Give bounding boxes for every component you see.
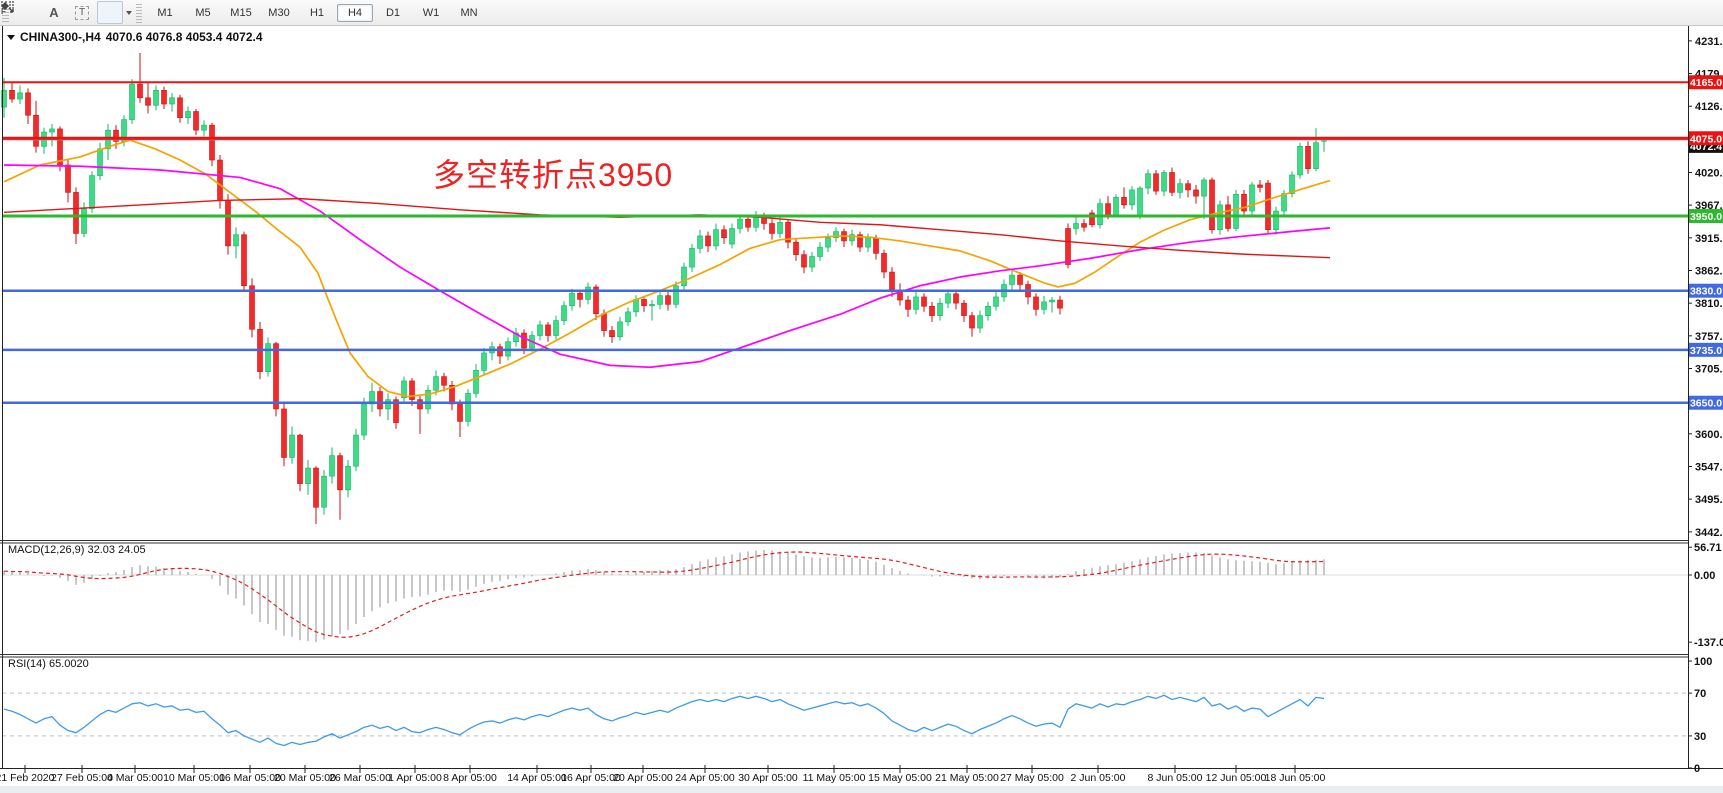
svg-text:3862.5: 3862.5 (1695, 265, 1723, 277)
svg-text:4231.5: 4231.5 (1695, 36, 1723, 48)
svg-text:4 Mar 05:00: 4 Mar 05:00 (107, 772, 163, 784)
svg-text:16 Apr 05:00: 16 Apr 05:00 (561, 772, 621, 784)
chart-title: CHINA300-,H4 4070.6 4076.8 4053.4 4072.4 (7, 30, 263, 44)
candles-layer (1, 53, 1327, 525)
svg-text:3442.5: 3442.5 (1695, 527, 1723, 539)
svg-text:1 Apr 05:00: 1 Apr 05:00 (388, 772, 442, 784)
svg-text:14 Apr 05:00: 14 Apr 05:00 (507, 772, 567, 784)
svg-text:56.71: 56.71 (1694, 542, 1722, 554)
level-tag-3830: 3830.0 (1689, 283, 1723, 298)
symbol-dropdown-icon[interactable] (7, 34, 15, 40)
svg-text:27 Feb 05:00: 27 Feb 05:00 (51, 772, 113, 784)
svg-text:4126.5: 4126.5 (1695, 101, 1723, 113)
arrow-tool-dropdown-icon[interactable] (126, 10, 132, 15)
level-tag-3650: 3650.0 (1689, 395, 1723, 410)
level-tag-3950: 3950.0 (1689, 209, 1723, 224)
svg-text:4165.0: 4165.0 (1690, 77, 1722, 89)
svg-text:10 Mar 05:00: 10 Mar 05:00 (163, 772, 225, 784)
svg-text:21 Feb 2020: 21 Feb 2020 (0, 772, 55, 784)
ma-fast-orange-line (3, 139, 1331, 398)
svg-text:3757.5: 3757.5 (1695, 331, 1723, 343)
macd-indicator-label: MACD(12,26,9) 32.03 24.05 (8, 544, 146, 556)
svg-text:3495.0: 3495.0 (1695, 494, 1723, 506)
svg-text:27 May 05:00: 27 May 05:00 (1000, 772, 1064, 784)
svg-text:3705.0: 3705.0 (1695, 363, 1723, 375)
svg-text:100: 100 (1694, 656, 1712, 668)
svg-text:21 May 05:00: 21 May 05:00 (935, 772, 999, 784)
svg-text:2 Jun 05:00: 2 Jun 05:00 (1071, 772, 1126, 784)
indicators-grid-icon[interactable]: F (1, 1, 39, 24)
rsi-indicator-label: RSI(14) 65.0020 (8, 658, 89, 670)
svg-text:0.00: 0.00 (1694, 570, 1715, 582)
svg-text:20 Apr 05:00: 20 Apr 05:00 (613, 772, 673, 784)
svg-text:15 May 05:00: 15 May 05:00 (868, 772, 932, 784)
svg-text:18 Jun 05:00: 18 Jun 05:00 (1265, 772, 1326, 784)
timeframe-button-M15[interactable]: M15 (230, 6, 252, 19)
timeframe-button-W1[interactable]: W1 (422, 6, 440, 19)
ma-slow-red-line (3, 197, 1331, 259)
ohlc-readout: 4070.6 4076.8 4053.4 4072.4 (105, 30, 263, 44)
price-axis-tags: 4165.04072.44075.03950.03830.03735.03650… (1689, 75, 1723, 410)
svg-text:30: 30 (1694, 731, 1706, 743)
arrow-objects-glyph (1, 2, 14, 13)
font-tool-glyph: A (49, 5, 59, 20)
svg-text:3830.0: 3830.0 (1690, 286, 1722, 298)
svg-text:20 Mar 05:00: 20 Mar 05:00 (274, 772, 336, 784)
svg-text:0: 0 (1694, 763, 1700, 775)
svg-text:8 Jun 05:00: 8 Jun 05:00 (1148, 772, 1203, 784)
panel-gridlines (2, 574, 1688, 737)
timeframe-button-H4[interactable]: H4 (337, 3, 373, 22)
chart-annotation-text: 多空转折点3950 (433, 157, 674, 193)
macd-signal-line (3, 551, 1325, 638)
timeframe-button-M1[interactable]: M1 (157, 6, 173, 19)
svg-text:11 May 05:00: 11 May 05:00 (803, 772, 866, 784)
svg-text:16 Mar 05:00: 16 Mar 05:00 (219, 772, 281, 784)
rsi-line (3, 694, 1325, 747)
timeframe-button-M5[interactable]: M5 (195, 6, 211, 19)
toolbar-separator (136, 2, 142, 23)
timeframe-button-MN[interactable]: MN (460, 6, 478, 19)
svg-text:3547.5: 3547.5 (1695, 462, 1723, 474)
svg-text:4020.0: 4020.0 (1695, 167, 1723, 179)
svg-text:3950.0: 3950.0 (1690, 211, 1722, 223)
timeframe-button-H1[interactable]: H1 (309, 6, 325, 19)
level-tag-4075: 4075.0 (1689, 131, 1723, 146)
toolbar: F A T M1 M5 M15 M30 H1 H4 D1 W1 MN (0, 0, 1723, 26)
arrow-objects-icon[interactable] (1, 1, 123, 24)
chart-plot-area[interactable] (0, 25, 1723, 768)
text-label-tool-icon[interactable]: T (69, 1, 95, 24)
svg-text:F: F (1, 7, 6, 15)
price-axis: 4231.54179.04126.54020.03967.53915.03862… (1688, 36, 1723, 775)
svg-text:3735.0: 3735.0 (1690, 345, 1722, 357)
timeframe-bar: M1 M5 M15 M30 H1 H4 D1 W1 MN (146, 3, 488, 22)
svg-text:12 Jun 05:00: 12 Jun 05:00 (1206, 772, 1267, 784)
svg-text:-137.01: -137.01 (1694, 637, 1723, 649)
timeframe-button-M30[interactable]: M30 (268, 6, 290, 19)
symbol-name: CHINA300-,H4 (20, 30, 101, 44)
ma-mid-magenta-line (3, 164, 1331, 369)
svg-text:70: 70 (1694, 688, 1706, 700)
text-label-glyph: T (74, 5, 90, 20)
svg-text:4075.0: 4075.0 (1690, 133, 1722, 145)
svg-text:30 Apr 05:00: 30 Apr 05:00 (738, 772, 798, 784)
font-tool-icon[interactable]: A (41, 1, 67, 24)
svg-text:3915.0: 3915.0 (1695, 233, 1723, 245)
svg-text:3600.0: 3600.0 (1695, 429, 1723, 441)
toolbar-drag-handle[interactable] (2, 3, 9, 22)
macd-histogram (3, 550, 1325, 643)
svg-text:3650.0: 3650.0 (1690, 398, 1722, 410)
svg-text:26 Mar 05:00: 26 Mar 05:00 (329, 772, 391, 784)
svg-text:24 Apr 05:00: 24 Apr 05:00 (675, 772, 735, 784)
level-tag-3735: 3735.0 (1689, 342, 1723, 357)
svg-text:3810.0: 3810.0 (1695, 298, 1723, 310)
window-bottom-strip (0, 786, 1723, 793)
timeframe-button-D1[interactable]: D1 (385, 6, 401, 19)
svg-text:8 Apr 05:00: 8 Apr 05:00 (443, 772, 497, 784)
level-tag-4165: 4165.0 (1689, 75, 1723, 90)
horizontal-level-lines (2, 81, 1688, 404)
